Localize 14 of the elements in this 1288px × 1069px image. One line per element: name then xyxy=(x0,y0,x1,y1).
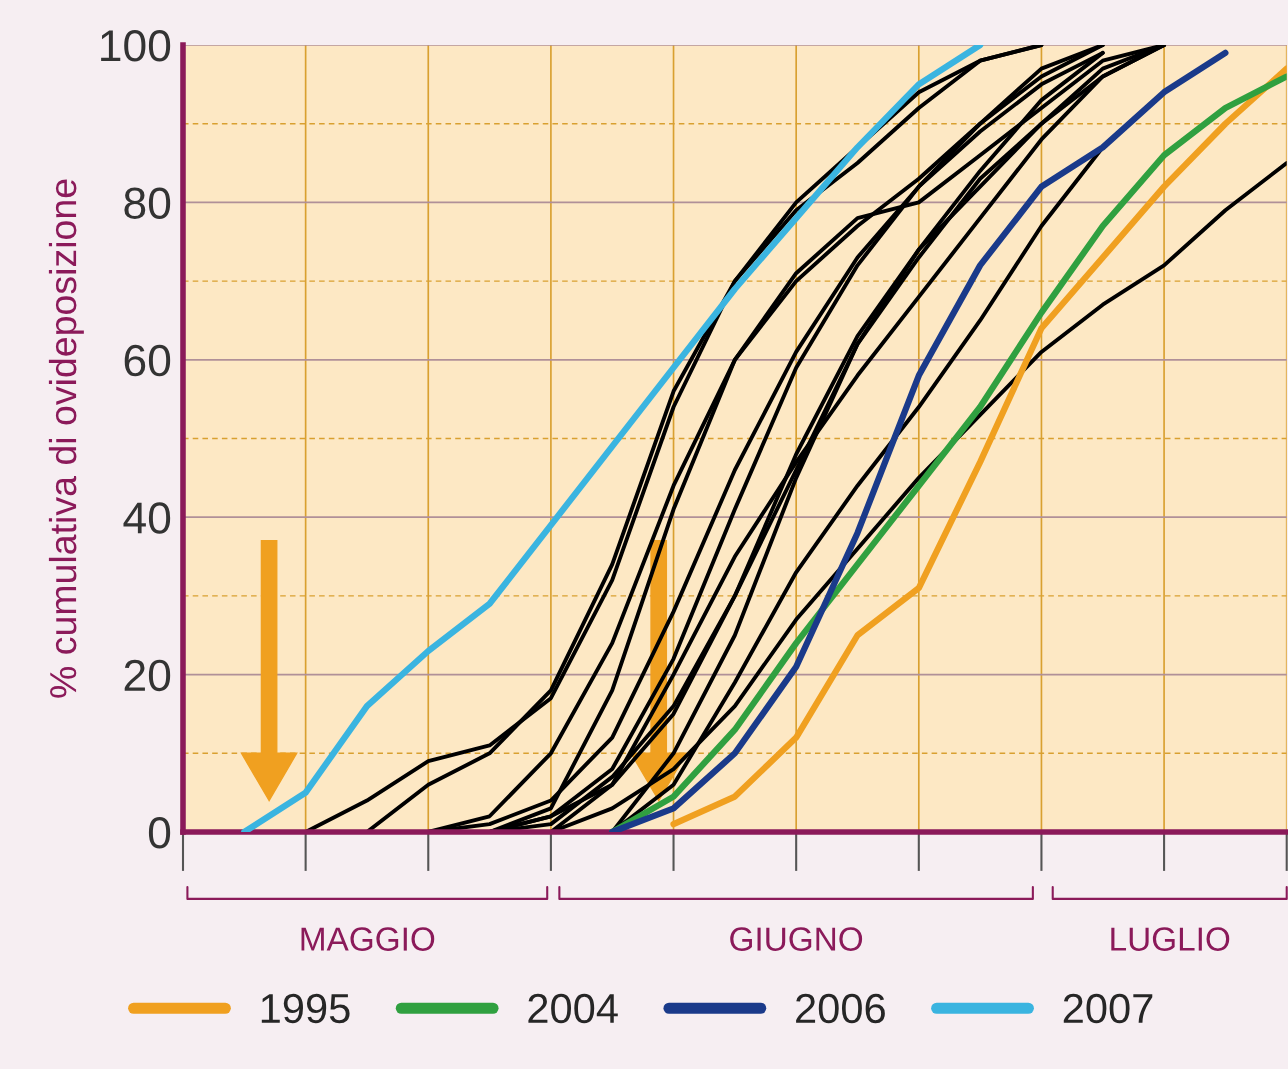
y-tick-label: 20 xyxy=(124,659,171,692)
y-tick-label: 0 xyxy=(148,817,171,849)
y-tick-label: 40 xyxy=(123,502,171,534)
y-tick-label: 100 xyxy=(101,30,171,62)
legend-label: 2006 xyxy=(796,993,885,1024)
legend-label: 2004 xyxy=(528,993,618,1024)
y-tick-label: 60 xyxy=(124,344,171,377)
y-axis-title: % cumulativa di ovideposizione xyxy=(48,179,84,698)
text: GIUGNO xyxy=(730,927,863,951)
text: MAGGIO xyxy=(301,927,435,951)
text: LUGLIO xyxy=(1111,927,1230,951)
y-tick-label: 80 xyxy=(124,187,171,219)
legend-label: 1995 xyxy=(261,993,350,1024)
legend-label: 2007 xyxy=(1063,993,1153,1024)
